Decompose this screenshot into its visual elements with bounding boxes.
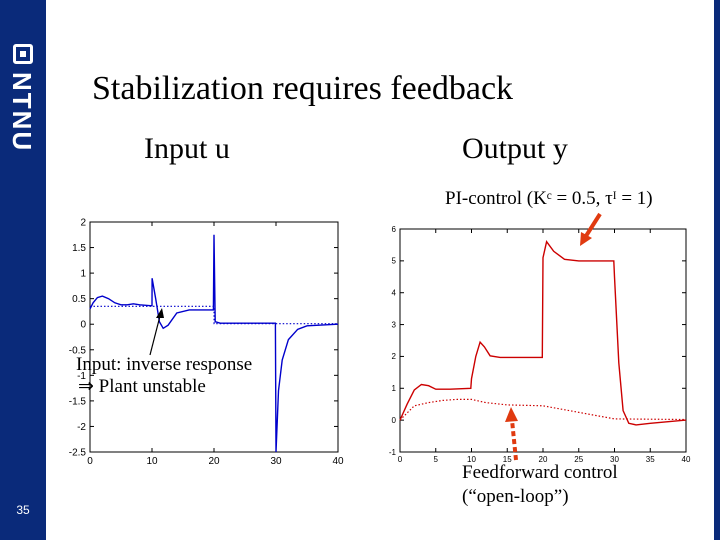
chart-1-xtick-label: 20 bbox=[539, 455, 548, 464]
chart-1-xtick-label: 5 bbox=[434, 455, 439, 464]
chart-1-xtick-label: 15 bbox=[503, 455, 512, 464]
chart-1-ytick-label: -1 bbox=[389, 448, 397, 457]
chart-1-series-dotted-line bbox=[399, 398, 687, 421]
chart-1-xtick-label: 10 bbox=[467, 455, 476, 464]
inverse-arrow-line bbox=[149, 315, 161, 356]
right-edge-bar bbox=[714, 0, 720, 540]
chart-1-ytick-label: 5 bbox=[392, 257, 397, 266]
chart-1-series-solid-line bbox=[399, 240, 687, 426]
chart-0-ytick-label: -1.5 bbox=[69, 396, 87, 407]
chart-0-ytick-label: -2 bbox=[77, 422, 86, 433]
chart-1-ytick-label: 1 bbox=[392, 384, 397, 393]
chart-0-xtick-label: 20 bbox=[208, 456, 220, 467]
chart-0-xtick-label: 40 bbox=[332, 456, 344, 467]
chart-0-ytick-label: 2 bbox=[80, 218, 86, 229]
chart-0-xtick-label: 0 bbox=[87, 456, 93, 467]
chart-1-ytick-label: 3 bbox=[392, 320, 397, 329]
slide-number: 35 bbox=[16, 503, 30, 517]
inverse-response-annotation: Input: inverse response bbox=[76, 354, 253, 375]
chart-0-ytick-label: -1 bbox=[77, 371, 86, 382]
chart-0-ytick-label: 1 bbox=[80, 269, 86, 280]
ff-arrow-line bbox=[510, 419, 518, 461]
chart-0-xtick-label: 10 bbox=[146, 456, 158, 467]
ntnu-logo-text: NTNU bbox=[7, 72, 37, 153]
chart-1-xtick-label: 25 bbox=[574, 455, 583, 464]
plant-unstable-annotation: ⇒ Plant unstable bbox=[78, 376, 206, 397]
chart-1-ytick-label: 4 bbox=[392, 289, 397, 298]
feedforward-annotation: Feedforward control bbox=[462, 462, 618, 483]
chart-1-xtick-label: 35 bbox=[646, 455, 655, 464]
chart-0-ytick-label: -0.5 bbox=[69, 345, 87, 356]
ntnu-logo-icon bbox=[13, 44, 33, 64]
pi-control-annotation: PI-control (Kᶜ = 0.5, τᴵ = 1) bbox=[445, 188, 653, 209]
chart-1-xtick-label: 40 bbox=[682, 455, 691, 464]
chart-0-ytick-label: 0.5 bbox=[72, 294, 86, 305]
chart-0-ytick-label: 1.5 bbox=[72, 243, 86, 254]
chart-0-series-solid-line bbox=[89, 234, 339, 453]
chart-0-xtick-label: 30 bbox=[270, 456, 282, 467]
pi-arrow-line bbox=[584, 212, 602, 238]
chart-1-xtick-label: 30 bbox=[610, 455, 619, 464]
ntnu-sidebar: NTNU 35 bbox=[0, 0, 46, 540]
chart-0-ytick-label: -2.5 bbox=[69, 448, 87, 459]
output-heading: Output y bbox=[462, 132, 568, 165]
chart-0-ytick-label: 0 bbox=[80, 320, 86, 331]
slide-title: Stabilization requires feedback bbox=[92, 70, 514, 107]
input-heading: Input u bbox=[144, 132, 230, 165]
ff-arrow-head bbox=[505, 407, 518, 422]
chart-1-ytick-label: 6 bbox=[392, 225, 397, 234]
chart-1-ytick-label: 0 bbox=[392, 416, 397, 425]
pi-arrow-head bbox=[580, 232, 592, 246]
chart-1-ytick-label: 2 bbox=[392, 352, 397, 361]
chart-1-xtick-label: 0 bbox=[398, 455, 403, 464]
chart-0-series-dotted-line bbox=[90, 305, 338, 325]
open-loop-annotation: (“open-loop”) bbox=[462, 486, 569, 507]
inverse-arrow-head bbox=[156, 308, 164, 318]
